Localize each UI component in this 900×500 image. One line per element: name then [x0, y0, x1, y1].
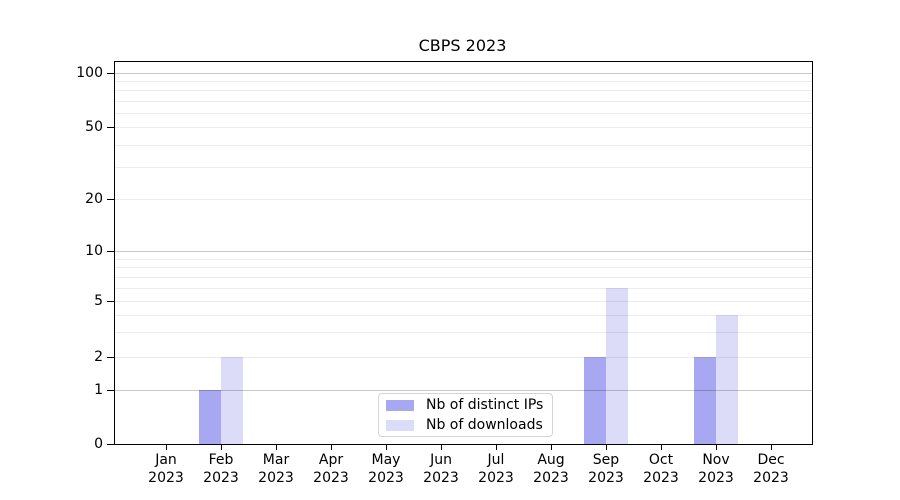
x-axis-tick-label-feb-2023: Feb 2023: [203, 452, 239, 486]
y-tick-mark-100: [107, 72, 114, 74]
y-tick-mark-10: [107, 250, 114, 252]
gridline-minor-7: [115, 276, 812, 278]
gridline-major-100: [115, 73, 812, 74]
legend-label-nb-of-downloads: Nb of downloads: [426, 417, 543, 433]
gridline-minor-2: [115, 357, 812, 358]
y-tick-mark-5: [107, 300, 114, 302]
x-axis-tick-label-jun-2023: Jun 2023: [423, 452, 459, 486]
gridline-minor-3: [115, 332, 812, 334]
gridline-major-10: [115, 251, 812, 252]
x-tick-mark-aug-2023: [550, 445, 552, 450]
x-axis-tick-label-oct-2023: Oct 2023: [643, 452, 679, 486]
x-axis-tick-label-nov-2023: Nov 2023: [698, 452, 734, 486]
bar-nb-of-distinct-ips-sep-2023: [584, 357, 606, 444]
x-axis-tick-label-sep-2023: Sep 2023: [588, 452, 624, 486]
x-axis-tick-label-may-2023: May 2023: [368, 452, 404, 486]
x-tick-mark-jun-2023: [440, 445, 442, 450]
y-tick-mark-2: [107, 356, 114, 358]
x-tick-mark-jul-2023: [495, 445, 497, 450]
bar-nb-of-downloads-feb-2023: [221, 357, 243, 444]
y-tick-mark-1: [107, 389, 114, 391]
bar-nb-of-distinct-ips-feb-2023: [199, 390, 221, 444]
x-axis-tick-label-jan-2023: Jan 2023: [148, 452, 184, 486]
x-tick-mark-mar-2023: [275, 445, 277, 450]
x-tick-mark-jan-2023: [165, 445, 167, 450]
gridline-minor-20: [115, 199, 812, 200]
x-axis-tick-label-mar-2023: Mar 2023: [258, 452, 294, 486]
plot-area: 0 1 2 5 10 20 50 100 Jan 2023 Feb 2023 Mar 2023 Apr 202…: [76, 61, 813, 486]
gridline-minor-80: [115, 90, 812, 92]
x-axis-tick-label-aug-2023: Aug 2023: [533, 452, 569, 486]
gridline-minor-40: [115, 144, 812, 146]
legend-item-nb-of-downloads: Nb of downloads: [386, 415, 545, 435]
bar-nb-of-downloads-nov-2023: [716, 314, 738, 444]
legend-item-nb-of-distinct-ips: Nb of distinct IPs: [386, 395, 545, 415]
gridline-minor-8: [115, 267, 812, 269]
x-tick-mark-oct-2023: [660, 445, 662, 450]
x-axis-tick-label-jul-2023: Jul 2023: [478, 452, 514, 486]
gridline-minor-30: [115, 167, 812, 169]
legend-swatch-nb-of-downloads: [386, 419, 414, 431]
y-axis-tick-label-0: 0: [94, 436, 103, 452]
legend-label-nb-of-distinct-ips: Nb of distinct IPs: [426, 397, 544, 413]
x-axis-tick-label-apr-2023: Apr 2023: [313, 452, 349, 486]
gridline-minor-70: [115, 100, 812, 102]
gridline-minor-5: [115, 301, 812, 302]
x-tick-mark-apr-2023: [330, 445, 332, 450]
y-axis-tick-label-2: 2: [94, 349, 103, 365]
bar-nb-of-distinct-ips-nov-2023: [694, 357, 716, 444]
x-tick-mark-nov-2023: [715, 445, 717, 450]
y-axis-tick-label-20: 20: [85, 191, 103, 207]
gridline-minor-90: [115, 81, 812, 83]
y-tick-mark-50: [107, 126, 114, 128]
x-axis-tick-label-dec-2023: Dec 2023: [753, 452, 789, 486]
gridline-minor-6: [115, 287, 812, 289]
x-tick-mark-dec-2023: [770, 445, 772, 450]
y-axis-tick-label-5: 5: [94, 293, 103, 309]
gridline-minor-50: [115, 127, 812, 128]
y-tick-mark-0: [107, 443, 114, 445]
y-axis-tick-label-10: 10: [85, 243, 103, 259]
legend-swatch-nb-of-distinct-ips: [386, 399, 414, 411]
x-tick-mark-sep-2023: [605, 445, 607, 450]
x-tick-mark-feb-2023: [220, 445, 222, 450]
chart-title: CBPS 2023: [418, 36, 507, 55]
bar-nb-of-downloads-sep-2023: [606, 287, 628, 444]
legend: Nb of distinct IPs Nb of downloads: [378, 393, 553, 437]
gridline-major-1: [115, 390, 812, 391]
gridline-minor-9: [115, 258, 812, 260]
x-tick-mark-may-2023: [385, 445, 387, 450]
y-axis-tick-label-50: 50: [85, 119, 103, 135]
y-axis-tick-label-100: 100: [76, 65, 103, 81]
y-axis-tick-label-1: 1: [94, 382, 103, 398]
y-tick-mark-20: [107, 198, 114, 200]
gridline-minor-60: [115, 112, 812, 114]
gridline-minor-4: [115, 314, 812, 316]
